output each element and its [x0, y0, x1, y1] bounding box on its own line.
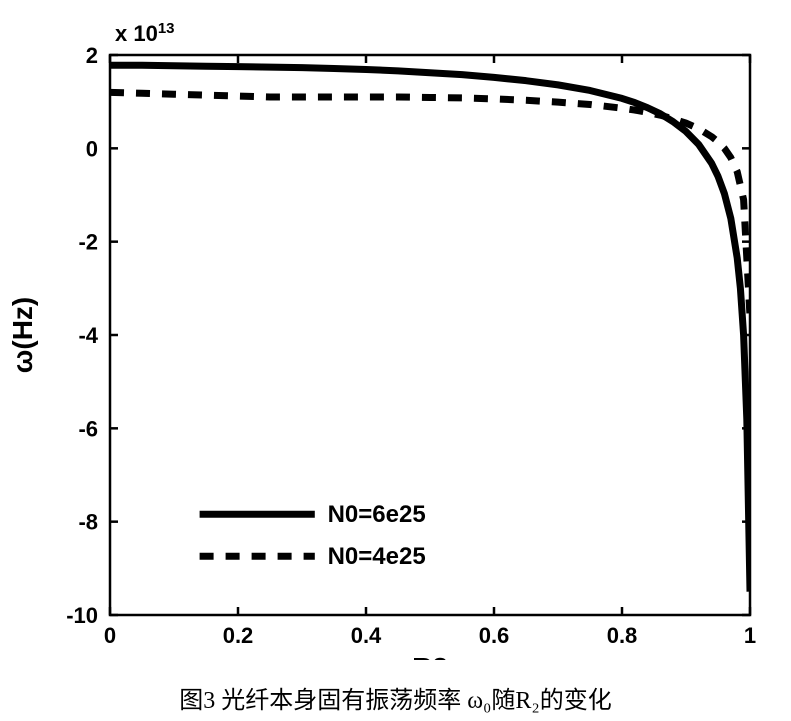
y-axis-label: ω(Hz) — [7, 297, 38, 374]
y-tick-label: -10 — [66, 603, 98, 628]
figure-caption: 图3 光纤本身固有振荡频率 ω₀随R₂的变化 — [0, 680, 791, 715]
y-tick-label: -4 — [78, 323, 98, 348]
x-tick-label: 0.6 — [479, 623, 510, 648]
legend-label: N0=6e25 — [328, 501, 426, 528]
figure-container: 00.20.40.60.81-10-8-6-4-202x 1013R2ω(Hz)… — [0, 0, 791, 721]
y-tick-label: -8 — [78, 510, 98, 535]
x-tick-label: 0.2 — [223, 623, 254, 648]
y-tick-label: 0 — [86, 136, 98, 161]
y-tick-label: -2 — [78, 230, 98, 255]
y-tick-label: -6 — [78, 416, 98, 441]
line-chart: 00.20.40.60.81-10-8-6-4-202x 1013R2ω(Hz)… — [0, 0, 791, 660]
legend-label: N0=4e25 — [328, 543, 426, 570]
x-tick-label: 0.8 — [607, 623, 638, 648]
x-tick-label: 0 — [104, 623, 116, 648]
x-tick-label: 1 — [744, 623, 756, 648]
x-axis-label: R2 — [412, 652, 448, 660]
x-tick-label: 0.4 — [351, 623, 382, 648]
y-tick-label: 2 — [86, 43, 98, 68]
